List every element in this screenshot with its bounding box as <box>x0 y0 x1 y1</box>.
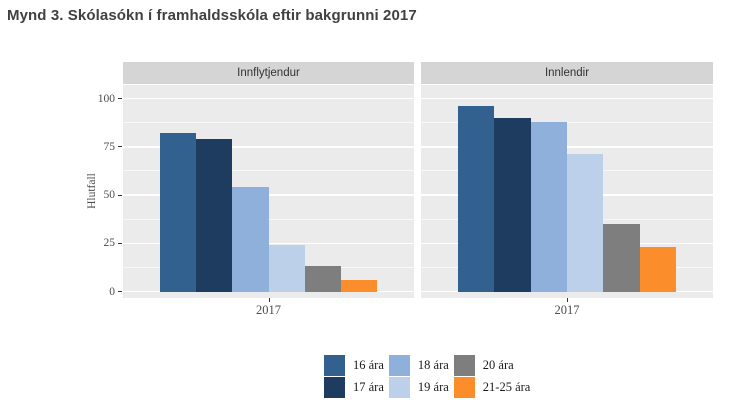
bar-19-ara <box>268 245 305 292</box>
bar-21-25-ara <box>341 279 378 292</box>
gridline-major <box>123 194 414 196</box>
legend-item: 16 ára <box>324 355 384 376</box>
legend-swatch <box>453 377 475 398</box>
legend-swatch <box>453 355 475 376</box>
legend-swatch <box>388 355 410 376</box>
bar-21-25-ara <box>639 247 676 292</box>
bar-20-ara <box>304 266 342 292</box>
y-tick-mark <box>118 291 122 292</box>
y-tick-label: 25 <box>103 237 116 250</box>
legend: 16 ára 17 ára 18 ára 19 ára 20 ára 21-25 ára <box>324 355 530 398</box>
bar-group <box>421 106 713 292</box>
gridline-major <box>421 290 713 293</box>
gridline-minor <box>123 122 414 124</box>
legend-label: 21-25 ára <box>482 380 531 394</box>
bar-20-ara <box>603 223 640 292</box>
bar-16-ara <box>458 106 495 292</box>
legend-label: 20 ára <box>482 358 514 372</box>
y-tick-mark <box>118 194 122 196</box>
facet-header: Innflytjendur <box>123 62 414 84</box>
legend-item: 21-25 ára <box>453 377 531 398</box>
gridline-major <box>123 146 414 148</box>
legend-item: 19 ára <box>388 377 449 398</box>
y-tick-label: 75 <box>103 140 116 153</box>
y-tick-mark <box>118 98 122 99</box>
bar-18-ara <box>232 187 269 292</box>
y-tick-label: 50 <box>103 189 116 201</box>
plot-area <box>421 85 713 298</box>
legend-item: 20 ára <box>453 355 531 376</box>
gridline-minor <box>123 170 414 172</box>
gridline-major <box>421 146 713 148</box>
bar-16-ara <box>159 133 196 292</box>
legend-label: 17 ára <box>353 380 384 394</box>
bar-17-ara <box>195 139 233 292</box>
y-tick-label: 100 <box>97 92 115 105</box>
legend-swatch <box>388 377 410 398</box>
legend-item: 18 ára <box>388 355 449 376</box>
y-tick-mark <box>118 146 122 148</box>
y-tick-label: 0 <box>109 285 115 298</box>
gridline-minor <box>421 122 713 124</box>
legend-label: 16 ára <box>353 358 384 372</box>
bar-19-ara <box>567 154 604 292</box>
x-tick-mark <box>268 298 270 302</box>
legend-label: 18 ára <box>417 358 449 372</box>
gridline-major <box>421 97 713 100</box>
chart-title: Mynd 3. Skólasókn í framhaldsskóla eftir… <box>7 7 417 24</box>
gridline-minor <box>123 218 414 220</box>
x-tick-mark <box>567 298 568 302</box>
x-tick-label: 2017 <box>256 303 281 317</box>
facet-panel-innflytjendur: Innflytjendur 2017 <box>123 62 414 317</box>
bar-18-ara <box>530 121 567 292</box>
legend-item: 17 ára <box>324 377 384 398</box>
x-tick-label: 2017 <box>554 303 580 317</box>
bar-group <box>123 133 414 292</box>
bar-17-ara <box>494 117 531 292</box>
legend-label: 19 ára <box>417 380 449 394</box>
plot-area <box>123 85 414 298</box>
gridline-major <box>123 242 414 244</box>
facet-header: Innlendir <box>421 62 713 84</box>
y-tick-mark <box>118 242 122 244</box>
gridline-major <box>123 290 414 293</box>
legend-swatch <box>324 377 345 398</box>
gridline-major <box>123 97 414 100</box>
facet-panel-innlendir: Innlendir 2017 <box>421 62 713 317</box>
legend-swatch <box>324 355 345 376</box>
